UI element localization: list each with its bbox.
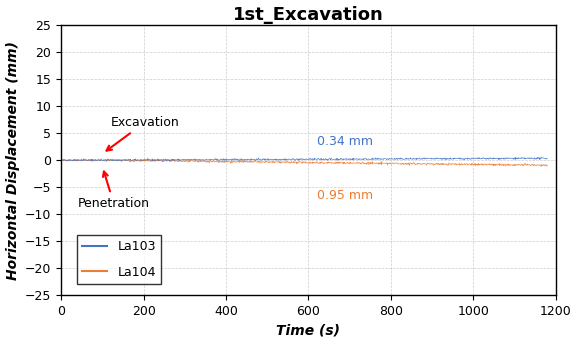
La103 <box>402 157 409 161</box>
La104 <box>295 161 302 165</box>
Text: Excavation: Excavation <box>107 116 179 151</box>
La104 <box>402 162 409 166</box>
Line: La103: La103 <box>62 157 548 161</box>
La104 <box>384 161 391 165</box>
La104 <box>538 164 545 168</box>
Text: 0.95 mm: 0.95 mm <box>317 189 373 202</box>
Title: 1st_Excavation: 1st_Excavation <box>233 5 384 24</box>
La103 <box>538 155 545 159</box>
Line: La104: La104 <box>62 159 548 166</box>
La104 <box>401 162 408 166</box>
Text: Penetration: Penetration <box>78 172 149 210</box>
La103 <box>295 157 302 161</box>
La103 <box>58 158 65 162</box>
Text: 0.34 mm: 0.34 mm <box>317 135 373 148</box>
Legend: La103, La104: La103, La104 <box>77 235 161 284</box>
La104 <box>358 162 365 166</box>
La104 <box>544 163 551 167</box>
La103 <box>89 159 96 163</box>
La104 <box>430 163 437 167</box>
La103 <box>358 157 365 161</box>
La104 <box>58 158 65 162</box>
La104 <box>80 157 87 161</box>
La103 <box>401 157 408 162</box>
La103 <box>430 157 437 161</box>
La103 <box>544 157 551 161</box>
Y-axis label: Horizontal Displacement (mm): Horizontal Displacement (mm) <box>6 40 20 280</box>
La103 <box>384 157 391 161</box>
X-axis label: Time (s): Time (s) <box>276 323 340 338</box>
